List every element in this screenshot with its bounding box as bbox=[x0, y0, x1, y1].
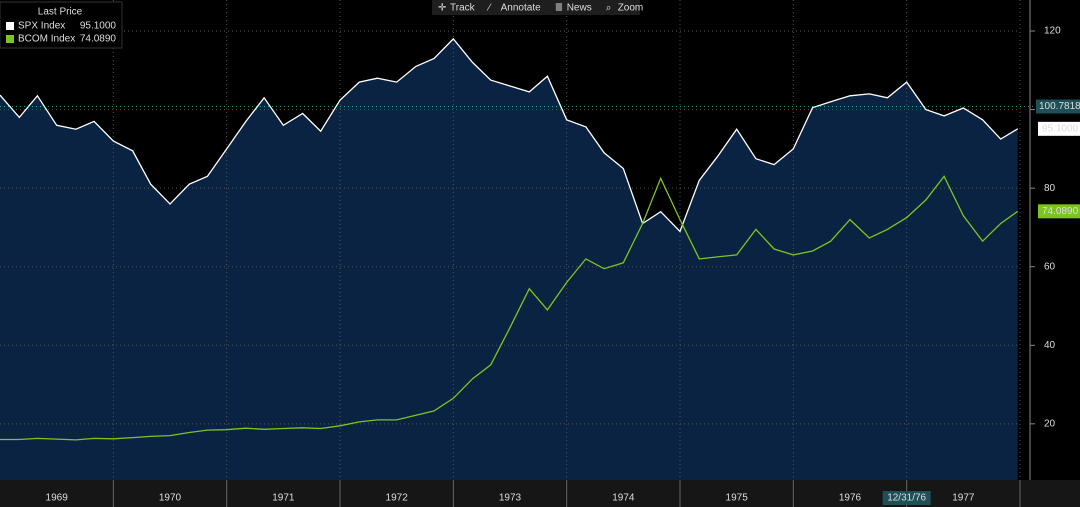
reference-label: 100.7818 bbox=[1039, 101, 1080, 112]
toolbar bbox=[432, 0, 640, 15]
legend-label: SPX Index bbox=[18, 21, 65, 32]
last-value-box bbox=[1038, 121, 1080, 136]
legend-title: Last Price bbox=[38, 7, 83, 18]
reference-label-box bbox=[1036, 99, 1080, 114]
area bbox=[0, 38, 1018, 481]
toolbar-icon: ✛ bbox=[438, 3, 446, 14]
last-value-label: 74.0890 bbox=[1042, 206, 1079, 217]
plot bbox=[0, 0, 1021, 481]
legend-value: 95.1000 bbox=[80, 21, 117, 32]
y-tick-label: 120 bbox=[1044, 26, 1061, 37]
last-value-box bbox=[1038, 204, 1080, 219]
legend-swatch bbox=[6, 22, 14, 30]
x-tick-label: 1970 bbox=[159, 493, 182, 504]
x-tick-label: 1972 bbox=[386, 493, 409, 504]
legend-value: 74.0890 bbox=[80, 34, 117, 45]
x-tick-label: 1974 bbox=[612, 493, 635, 504]
y-tick-label: 60 bbox=[1044, 261, 1056, 272]
x-tick-label: 1971 bbox=[272, 493, 295, 504]
x-tick-label: 1969 bbox=[46, 493, 69, 504]
legend: SPX Index 95.1000 BCOM Index 74.0890 bbox=[6, 21, 116, 45]
legend-label: BCOM Index bbox=[18, 34, 75, 45]
x-tick-label: 1973 bbox=[499, 493, 522, 504]
legend-box bbox=[0, 1, 123, 49]
toolbar-item[interactable]: Track bbox=[450, 3, 476, 14]
crosshair-label-box bbox=[882, 491, 931, 505]
toolbar-item[interactable]: News bbox=[567, 3, 592, 14]
y-tick-label: 80 bbox=[1044, 183, 1056, 194]
x-tick-label: 1976 bbox=[839, 493, 862, 504]
x-tick-label: 1977 bbox=[952, 493, 975, 504]
x-tick-label: 1975 bbox=[726, 493, 749, 504]
crosshair-label: 12/31/76 bbox=[887, 493, 926, 504]
toolbar-items: ✛ Track ∕ Annotate ≣ News ⌕ Zoom bbox=[438, 3, 643, 14]
toolbar-icon: ≣ bbox=[555, 3, 563, 14]
y-tick-label: 20 bbox=[1044, 418, 1056, 429]
toolbar-item[interactable]: Zoom bbox=[618, 3, 644, 14]
toolbar-icon: ∕ bbox=[486, 3, 492, 14]
toolbar-item[interactable]: Annotate bbox=[501, 3, 541, 14]
series-line bbox=[0, 37, 1019, 233]
last-value-label: 95.1000 bbox=[1042, 123, 1079, 134]
y-tick-label: 40 bbox=[1044, 340, 1056, 351]
legend-swatch bbox=[6, 35, 14, 43]
series-line bbox=[0, 175, 1019, 441]
toolbar-icon: ⌕ bbox=[606, 3, 612, 14]
